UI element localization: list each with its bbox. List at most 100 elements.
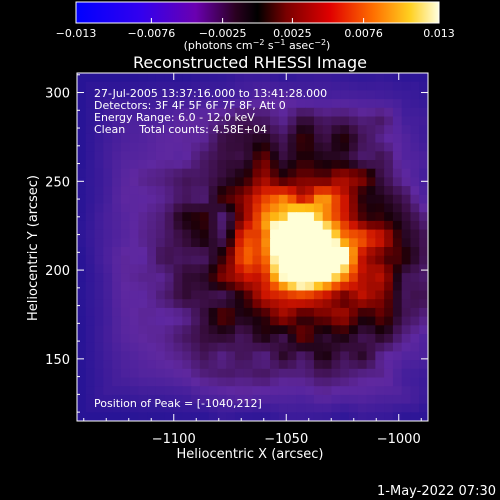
heatmap-cell [287, 160, 297, 170]
heatmap-cell [331, 316, 341, 326]
heatmap-cell [357, 186, 368, 196]
heatmap-cell [199, 273, 210, 283]
heatmap-cell [243, 238, 254, 248]
heatmap-cell [94, 133, 104, 144]
heatmap-cell [147, 394, 157, 405]
heatmap-cell [208, 342, 219, 352]
heatmap-cell [129, 360, 140, 370]
heatmap-cell [155, 377, 166, 387]
heatmap-cell [287, 203, 297, 213]
heatmap-cell [357, 394, 368, 405]
heatmap-cell [357, 238, 368, 248]
heatmap-cell [384, 264, 394, 274]
heatmap-cell [410, 160, 420, 170]
heatmap-cell [419, 151, 428, 161]
heatmap-cell [112, 107, 122, 118]
heatmap-cell [287, 403, 297, 413]
heatmap-cell [357, 194, 368, 205]
heatmap-cell [349, 264, 359, 274]
heatmap-cell [243, 368, 254, 379]
heatmap-cell [331, 281, 341, 292]
heatmap-cell [103, 99, 113, 109]
heatmap-cell [173, 151, 183, 161]
heatmap-cell [77, 316, 87, 326]
heatmap-cell [287, 412, 297, 421]
heatmap-cell [103, 160, 113, 170]
heatmap-cell [112, 247, 122, 257]
heatmap-cell [270, 403, 280, 413]
heatmap-cell [296, 290, 306, 300]
heatmap-cell [217, 125, 227, 135]
heatmap-cell [234, 386, 245, 396]
heatmap-cell [182, 90, 192, 100]
heatmap-cell [410, 394, 420, 405]
heatmap-cell [419, 220, 428, 231]
heatmap-cell [112, 342, 122, 352]
heatmap-cell [234, 73, 245, 83]
heatmap-cell [375, 368, 385, 379]
heatmap-cell [147, 203, 157, 213]
heatmap-cell [278, 299, 289, 309]
heatmap-cell [243, 194, 254, 205]
heatmap-cell [243, 133, 254, 144]
heatmap-cell [182, 168, 192, 178]
heatmap-cell [384, 351, 394, 361]
heatmap-cell [191, 247, 201, 257]
heatmap-cell [261, 368, 271, 379]
heatmap-cell [226, 116, 236, 126]
heatmap-cell [191, 125, 201, 135]
heatmap-cell [340, 73, 350, 83]
heatmap-cell [270, 334, 280, 344]
heatmap-cell [278, 264, 289, 274]
heatmap-cell [243, 116, 254, 126]
heatmap-cell [129, 307, 140, 318]
heatmap-cell [375, 412, 385, 421]
heatmap-cell [375, 99, 385, 109]
heatmap-cell [270, 273, 280, 283]
heatmap-cell [278, 203, 289, 213]
heatmap-cell [199, 394, 210, 405]
heatmap-cell [129, 238, 140, 248]
heatmap-cell [410, 368, 420, 379]
heatmap-cell [340, 90, 350, 100]
heatmap-cell [77, 116, 87, 126]
heatmap-cell [155, 299, 166, 309]
heatmap-cell [120, 247, 131, 257]
heatmap-cell [296, 142, 306, 152]
heatmap-cell [357, 99, 368, 109]
heatmap-cell [305, 290, 315, 300]
heatmap-cell [243, 255, 254, 265]
heatmap-cell [305, 81, 315, 91]
heatmap-cell [173, 307, 183, 318]
heatmap-cell [261, 386, 271, 396]
heatmap-cell [349, 99, 359, 109]
heatmap-cell [94, 377, 104, 387]
heatmap-cell [138, 151, 148, 161]
heatmap-cell [103, 194, 113, 205]
heatmap-cell [366, 412, 376, 421]
heatmap-cell [199, 81, 210, 91]
heatmap-cell [340, 116, 350, 126]
heatmap-cell [147, 73, 157, 83]
heatmap-cell [129, 229, 140, 239]
heatmap-cell [261, 99, 271, 109]
heatmap-cell [270, 412, 280, 421]
heatmap-cell [357, 368, 368, 379]
heatmap-cell [226, 360, 236, 370]
heatmap-cell [278, 107, 289, 118]
heatmap-cell [85, 107, 96, 118]
heatmap-cell [147, 368, 157, 379]
heatmap-cell [85, 81, 96, 91]
heatmap-cell [287, 368, 297, 379]
heatmap-cell [375, 290, 385, 300]
heatmap-cell [208, 307, 219, 318]
heatmap-cell [112, 99, 122, 109]
heatmap-cell [226, 403, 236, 413]
heatmap-cell [164, 394, 175, 405]
heatmap-cell [94, 351, 104, 361]
heatmap-cell [366, 107, 376, 118]
heatmap-cell [164, 281, 175, 292]
heatmap-cell [419, 125, 428, 135]
heatmap-cell [305, 168, 315, 178]
heatmap-cell [155, 81, 166, 91]
